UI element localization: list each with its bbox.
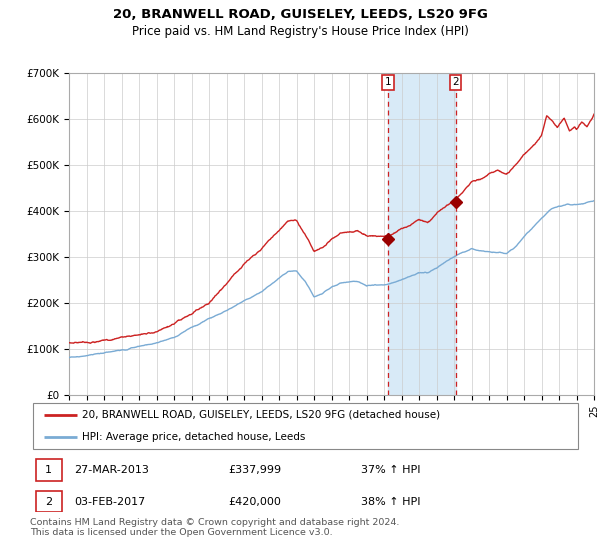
Bar bbox=[388, 73, 455, 395]
Text: 27-MAR-2013: 27-MAR-2013 bbox=[74, 465, 149, 475]
Text: 03-FEB-2017: 03-FEB-2017 bbox=[74, 497, 145, 507]
Text: £420,000: £420,000 bbox=[229, 497, 281, 507]
Text: Price paid vs. HM Land Registry's House Price Index (HPI): Price paid vs. HM Land Registry's House … bbox=[131, 25, 469, 38]
FancyBboxPatch shape bbox=[33, 404, 578, 449]
Text: £337,999: £337,999 bbox=[229, 465, 282, 475]
Text: 1: 1 bbox=[45, 465, 52, 475]
Text: 1: 1 bbox=[385, 77, 391, 87]
Text: 37% ↑ HPI: 37% ↑ HPI bbox=[361, 465, 421, 475]
Text: Contains HM Land Registry data © Crown copyright and database right 2024.
This d: Contains HM Land Registry data © Crown c… bbox=[30, 518, 400, 538]
Text: 20, BRANWELL ROAD, GUISELEY, LEEDS, LS20 9FG (detached house): 20, BRANWELL ROAD, GUISELEY, LEEDS, LS20… bbox=[82, 410, 440, 420]
FancyBboxPatch shape bbox=[35, 491, 62, 512]
Text: 2: 2 bbox=[45, 497, 52, 507]
Text: HPI: Average price, detached house, Leeds: HPI: Average price, detached house, Leed… bbox=[82, 432, 306, 442]
Text: 38% ↑ HPI: 38% ↑ HPI bbox=[361, 497, 421, 507]
FancyBboxPatch shape bbox=[35, 459, 62, 480]
Text: 20, BRANWELL ROAD, GUISELEY, LEEDS, LS20 9FG: 20, BRANWELL ROAD, GUISELEY, LEEDS, LS20… bbox=[113, 8, 487, 21]
Text: 2: 2 bbox=[452, 77, 459, 87]
